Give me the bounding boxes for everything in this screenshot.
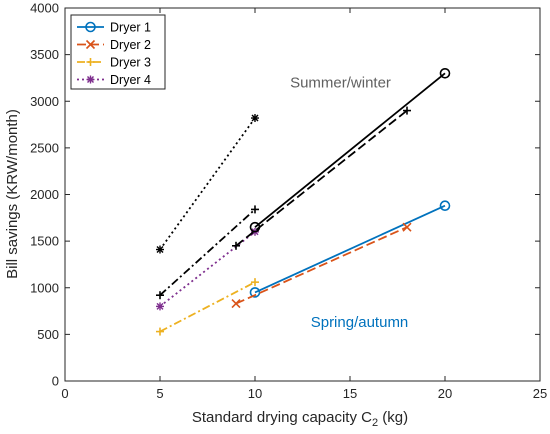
annotation-label: Spring/autumn [311,314,409,331]
x-axis-title: Standard drying capacity C2 (kg) [192,409,408,429]
legend-label: Dryer 2 [110,38,151,52]
series-line [159,281,256,333]
series-line [254,204,446,294]
series-line [159,208,256,296]
series-line-group [156,278,259,336]
y-tick-label: 4000 [30,1,59,16]
series-line [235,226,408,305]
data-point [156,302,164,311]
y-tick-label: 0 [52,374,59,389]
legend-entry: Dryer 1 [77,21,151,35]
legend-entry: Dryer 3 [77,56,151,70]
tick-layer: 0 5 10 15 20 25 0 500 1000 1500 2000 2500 3000 3500 40… [30,1,547,402]
data-point [439,67,451,79]
data-point [85,21,96,33]
legend-entry: Dryer 4 [77,73,151,87]
y-tick-label: 3000 [30,94,59,109]
x-tick-label: 25 [533,386,547,401]
legend-items: Dryer 1 Dryer 2 Dryer 3 Dryer 4 [77,21,151,87]
series-line [235,109,408,247]
data-point [85,39,96,50]
y-tick-label: 500 [37,327,59,342]
series-line-group [156,205,259,300]
legend-label: Dryer 4 [110,73,151,87]
series-line-group [231,222,412,309]
data-point [251,205,259,214]
y-axis-title: Bill savings (KRW/month) [4,109,21,279]
annotation-label: Summer/winter [290,74,391,91]
data-point [251,278,259,287]
data-point [439,200,451,211]
series-line [254,72,446,228]
data-point [86,75,95,84]
data-point [156,291,164,300]
legend-label: Dryer 1 [110,21,151,35]
legend: Dryer 1 Dryer 2 Dryer 3 Dryer 4 [70,14,166,90]
data-point [86,58,95,66]
x-tick-label: 15 [343,386,357,401]
series-layer [156,67,451,336]
y-tick-label: 2000 [30,187,59,202]
x-tick-label: 0 [61,386,68,401]
data-point [232,241,240,250]
data-point [156,245,164,254]
data-point [402,222,412,232]
annotation-layer: Summer/winter Spring/autumn [290,74,408,331]
series-line-group [232,106,411,250]
series-line [159,117,256,251]
x-tick-label: 10 [248,386,262,401]
data-point [231,299,241,309]
legend-label: Dryer 3 [110,56,151,70]
series-line-group [156,114,259,254]
y-tick-label: 1500 [30,234,59,249]
x-tick-label: 20 [438,386,452,401]
data-point [156,327,164,336]
y-tick-label: 1000 [30,280,59,295]
data-point [403,106,411,115]
y-tick-label: 2500 [30,140,59,155]
legend-entry: Dryer 2 [77,38,151,52]
data-point [251,114,259,123]
y-tick-label: 3500 [30,47,59,62]
x-tick-label: 5 [156,386,163,401]
